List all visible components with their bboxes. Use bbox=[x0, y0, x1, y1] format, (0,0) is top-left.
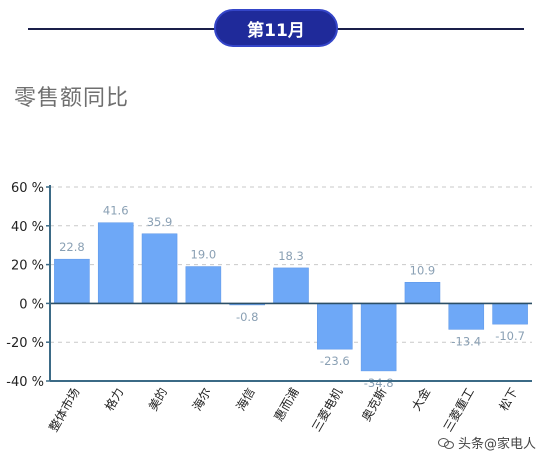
bar bbox=[97, 222, 134, 304]
y-tick-label: 20 % bbox=[11, 259, 44, 274]
x-tick-label: 整体市场 bbox=[46, 385, 83, 434]
x-tick-label: 松下 bbox=[497, 386, 521, 414]
bar bbox=[448, 303, 485, 330]
data-label: -0.8 bbox=[236, 310, 258, 324]
data-label: -34.8 bbox=[364, 376, 394, 390]
data-label: 35.9 bbox=[147, 215, 173, 229]
x-tick-label: 海尔 bbox=[189, 385, 214, 413]
bar bbox=[317, 303, 353, 350]
x-tick-label: 大金 bbox=[408, 385, 433, 413]
bar bbox=[54, 258, 90, 304]
data-label: 41.6 bbox=[103, 204, 129, 218]
chart-title: 零售额同比 bbox=[14, 86, 130, 111]
bar bbox=[185, 266, 222, 304]
bar bbox=[273, 267, 309, 304]
y-tick-label: -20 % bbox=[6, 336, 44, 351]
y-tick-label: -40 % bbox=[6, 375, 44, 390]
data-label: -13.4 bbox=[451, 334, 481, 348]
y-tick-label: 40 % bbox=[11, 220, 44, 235]
data-label: 19.0 bbox=[191, 248, 217, 262]
watermark-text: 头条@家电人 bbox=[457, 437, 536, 452]
bar bbox=[141, 233, 178, 304]
x-tick-label: 海信 bbox=[233, 385, 258, 413]
x-tick-label: 格力 bbox=[101, 385, 126, 413]
data-label: -23.6 bbox=[320, 354, 350, 368]
x-tick-label: 美的 bbox=[145, 385, 170, 413]
bar bbox=[404, 282, 441, 304]
x-tick-label: 三菱重工 bbox=[441, 385, 477, 434]
watermark: 头条@家电人 bbox=[433, 432, 540, 453]
month-badge: 第11月 bbox=[214, 9, 338, 47]
bar bbox=[360, 303, 397, 372]
data-label: 10.9 bbox=[410, 263, 436, 277]
data-label: -10.7 bbox=[495, 329, 525, 343]
x-tick-label: 三菱电机 bbox=[309, 386, 345, 435]
y-tick-label: 60 % bbox=[11, 181, 44, 196]
data-label: 22.8 bbox=[59, 240, 85, 254]
x-tick-label: 奥克斯 bbox=[359, 386, 389, 424]
y-tick-label: 0 % bbox=[19, 297, 44, 312]
data-label: 18.3 bbox=[278, 249, 304, 263]
bar bbox=[492, 303, 528, 325]
x-tick-label: 惠而浦 bbox=[271, 386, 301, 424]
wechat-icon bbox=[437, 437, 454, 449]
